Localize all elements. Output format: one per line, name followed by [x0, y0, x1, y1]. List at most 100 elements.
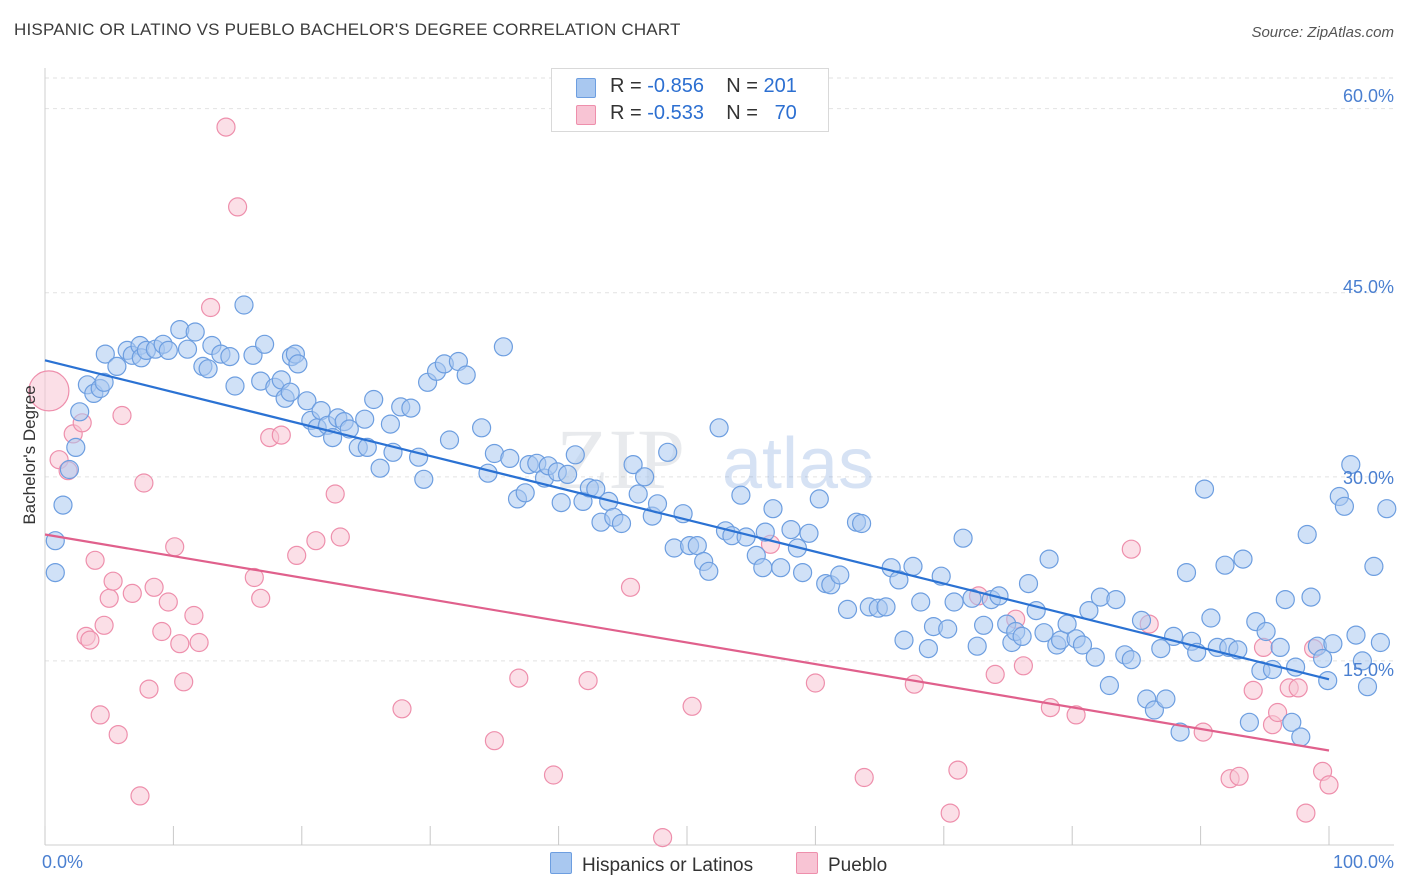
hispanic-point [94, 372, 114, 392]
hispanic-point [1282, 712, 1302, 732]
y-tick-45: 45.0% [1342, 277, 1394, 297]
hispanic-point [551, 493, 571, 513]
pueblo-point [122, 583, 142, 604]
n-value: 70 [774, 102, 797, 124]
pueblo-point [90, 705, 110, 725]
hispanic-point [401, 398, 421, 418]
r-value: -0.856 [647, 75, 704, 97]
hispanic-point [918, 638, 939, 659]
pueblo-point [103, 571, 123, 591]
pueblo-point [28, 370, 70, 412]
hispanic-point [1085, 647, 1105, 667]
hispanic-point [894, 630, 914, 650]
hispanic-point [456, 365, 476, 385]
hispanic-point [709, 418, 729, 438]
pueblo-point [216, 117, 236, 137]
hispanic-point [1018, 573, 1039, 594]
pueblo-point [244, 567, 264, 588]
hispanic-point [1341, 455, 1361, 475]
pueblo-point [854, 767, 874, 788]
hispanic-point [1131, 610, 1152, 631]
pueblo-point [112, 405, 132, 426]
hispanic-point [628, 484, 648, 504]
pueblo-point [1296, 803, 1316, 823]
r-label: R = [610, 102, 642, 124]
pueblo-point [99, 588, 119, 608]
hispanic-point [623, 455, 643, 475]
pueblo-point [985, 664, 1005, 685]
hispanic-point [515, 483, 535, 503]
hispanic-point [1312, 648, 1333, 669]
hispanic-point [1215, 555, 1235, 575]
hispanic-point [414, 469, 434, 489]
hispanic-point [1301, 587, 1321, 607]
hispanic-point [911, 592, 931, 612]
blue-square-icon [550, 852, 572, 874]
hispanic-point [234, 295, 254, 315]
hispanic-point [297, 391, 317, 411]
hispanic-trend-line [44, 359, 1330, 681]
hispanic-point [380, 414, 400, 434]
pueblo-point [652, 827, 673, 848]
x-tick-max: 100.0% [1332, 852, 1394, 872]
legend-label-hispanic: Hispanics or Latinos [582, 855, 754, 876]
pueblo-point [620, 577, 641, 597]
hispanic-point [557, 464, 578, 484]
pueblo-point [1267, 702, 1288, 723]
hispanic-point [53, 495, 73, 515]
hispanic-point [185, 322, 205, 342]
pueblo-point [170, 634, 190, 654]
hispanic-point [1334, 496, 1355, 516]
hispanic-point [967, 636, 987, 656]
hispanic-point [565, 445, 585, 465]
hispanic-point [493, 337, 513, 357]
legend-item-hispanic[interactable]: Hispanics or Latinos [550, 852, 753, 877]
hispanic-point [889, 570, 909, 590]
hispanic-point [611, 513, 632, 534]
hispanic-point [634, 467, 655, 487]
hispanic-point [876, 597, 896, 617]
pueblo-point [228, 197, 248, 217]
hispanic-point [1034, 623, 1054, 643]
x-tick-min: 0.0% [42, 852, 84, 872]
hispanic-point [364, 389, 384, 410]
stats-legend: R = -0.856 N = 201 R = -0.533 N = 70 [551, 68, 829, 132]
pueblo-point [139, 679, 159, 699]
hispanic-point [753, 558, 773, 578]
hispanic-point [1228, 640, 1248, 660]
pueblo-point [940, 803, 960, 823]
pueblo-point [682, 696, 702, 716]
hispanic-point [225, 376, 245, 396]
legend-item-pueblo[interactable]: Pueblo [796, 852, 887, 877]
hispanic-point [851, 513, 872, 534]
pueblo-point [174, 672, 194, 692]
r-value: -0.533 [647, 102, 704, 124]
hispanic-point [288, 354, 308, 374]
hispanic-point [1099, 675, 1120, 696]
hispanic-point [59, 459, 80, 480]
y-tick-60: 60.0% [1342, 86, 1394, 106]
pueblo-point [1066, 705, 1086, 725]
r-label: R = [610, 75, 642, 97]
hispanic-point [1121, 650, 1141, 670]
hispanic-point [962, 588, 982, 608]
hispanic-point [763, 499, 783, 519]
hispanic-point [953, 528, 973, 548]
pueblo-point [130, 786, 150, 806]
hispanic-point [1239, 712, 1260, 732]
hispanic-point [107, 356, 127, 376]
hispanic-point [1106, 589, 1126, 610]
hispanic-point [472, 418, 492, 438]
pueblo-point [1013, 656, 1034, 676]
hispanic-point [339, 419, 359, 439]
hispanic-point [357, 437, 377, 457]
hispanic-point [1275, 589, 1295, 610]
hispanic-point [66, 437, 86, 457]
chart-title: HISPANIC OR LATINO VS PUEBLO BACHELOR'S … [14, 20, 681, 39]
pueblo-point [325, 484, 345, 504]
hispanic-point [280, 382, 300, 402]
pueblo-point [287, 545, 307, 566]
hispanic-point [1297, 524, 1317, 545]
pueblo-point [165, 537, 185, 557]
hispanic-point [658, 442, 678, 462]
